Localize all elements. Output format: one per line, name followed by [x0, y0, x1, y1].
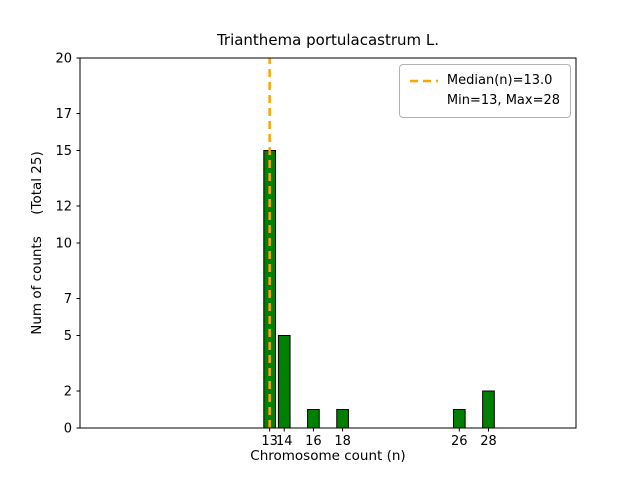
bar-18 [336, 409, 349, 429]
y-tick-label: 5 [64, 329, 72, 344]
x-tick-label: 28 [480, 434, 497, 449]
y-tick-label: 12 [55, 200, 72, 215]
y-tick-label: 7 [64, 292, 72, 307]
legend: Median(n)=13.0 Min=13, Max=28 [398, 64, 571, 118]
chart-title: Trianthema portulacastrum L. [216, 31, 440, 49]
legend-indent-spacer [409, 101, 439, 102]
y-tick-label: 2 [64, 385, 72, 400]
legend-row-minmax: Min=13, Max=28 [409, 91, 560, 111]
legend-median-label: Median(n)=13.0 [446, 73, 553, 88]
y-tick-label: 15 [55, 144, 72, 159]
x-tick-label: 14 [276, 434, 293, 449]
x-tick-label: 13 [261, 434, 278, 449]
bar-14 [277, 335, 291, 429]
x-tick-label: 18 [334, 434, 351, 449]
legend-minmax-label: Min=13, Max=28 [446, 93, 560, 108]
bar-28 [482, 390, 495, 429]
x-tick-label: 26 [451, 434, 468, 449]
bar-26 [452, 409, 466, 429]
y-tick-label: 20 [55, 52, 72, 67]
y-tick-label: 17 [55, 107, 72, 122]
bar-16 [307, 409, 320, 429]
x-axis-label: Chromosome count (n) [250, 448, 406, 464]
axes-background [80, 58, 576, 428]
y-tick-label: 10 [55, 237, 72, 252]
x-tick-label: 16 [305, 434, 322, 449]
median-line-legend-icon [409, 79, 438, 83]
y-axis-label: Num of counts (Total 25) [29, 151, 45, 335]
y-tick-label: 0 [64, 422, 72, 437]
legend-row-median: Median(n)=13.0 [409, 71, 560, 91]
